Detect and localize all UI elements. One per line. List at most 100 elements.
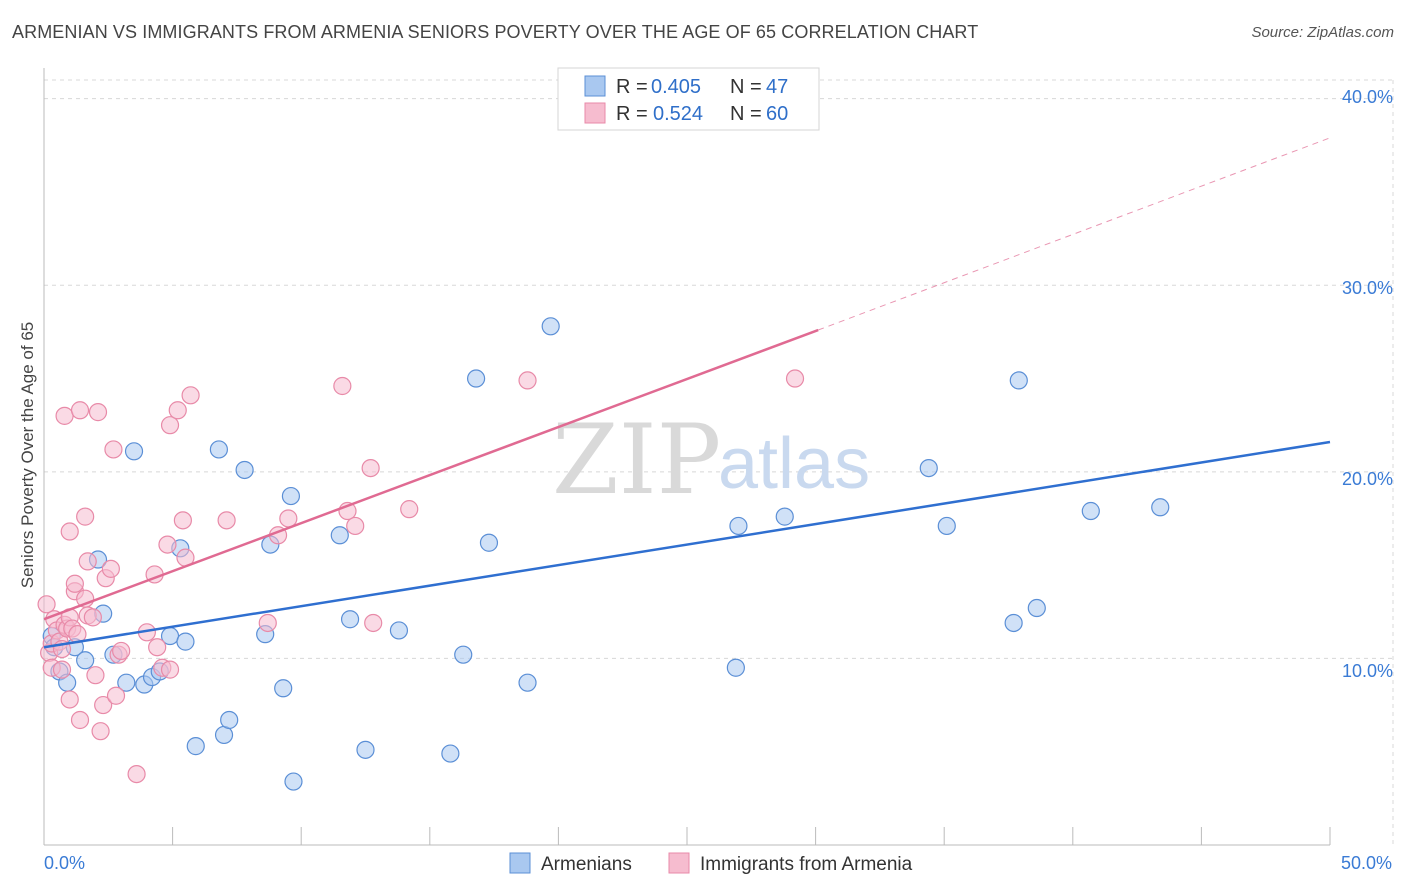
point-immigrants-10 — [55, 406, 74, 425]
legend-r-label-1: R = — [616, 76, 648, 98]
point-immigrants-42 — [160, 416, 180, 435]
bottom-legend-swatch-immigrants — [668, 852, 690, 874]
point-immigrants-29 — [94, 695, 113, 715]
watermark-atlas: atlas — [718, 424, 870, 504]
legend-n-value-immigrants: 60 — [766, 103, 788, 125]
point-immigrants-41 — [158, 535, 177, 554]
point-immigrants-20 — [70, 401, 90, 420]
point-armenians-29 — [356, 740, 375, 759]
point-immigrants-57 — [518, 371, 537, 390]
point-armenians-17 — [186, 737, 205, 756]
point-armenians-31 — [441, 744, 460, 763]
point-armenians-34 — [479, 533, 499, 552]
point-immigrants-43 — [168, 401, 187, 420]
y-axis-title: Seniors Poverty Over the Age of 65 — [18, 322, 37, 588]
point-immigrants-28 — [91, 722, 110, 741]
point-immigrants-55 — [364, 613, 383, 633]
point-immigrants-59 — [160, 660, 180, 679]
point-armenians-18 — [209, 440, 228, 459]
point-armenians-28 — [340, 610, 360, 629]
chart-title: ARMENIAN VS IMMIGRANTS FROM ARMENIA SENI… — [12, 22, 979, 42]
point-armenians-5 — [76, 651, 95, 670]
point-armenians-41 — [937, 516, 956, 536]
bottom-legend-immigrants: Immigrants from Armenia — [700, 854, 913, 875]
point-armenians-21 — [235, 460, 254, 480]
legend-n-value-armenians: 47 — [766, 76, 788, 98]
legend-r-label-2: R = — [616, 103, 648, 125]
trend-line-armenians — [43, 440, 1331, 649]
legend-r-value-armenians: 0.405 — [651, 76, 701, 98]
point-immigrants-31 — [101, 559, 120, 578]
point-immigrants-0 — [37, 595, 56, 614]
point-armenians-32 — [454, 645, 473, 664]
point-armenians-38 — [729, 516, 748, 536]
point-armenians-36 — [541, 317, 560, 336]
legend-swatch-armenians — [584, 75, 606, 97]
point-immigrants-56 — [400, 500, 419, 519]
point-armenians-35 — [518, 673, 537, 692]
bottom-legend: Armenians Immigrants from Armenia — [509, 852, 913, 875]
point-immigrants-33 — [106, 686, 126, 705]
point-immigrants-36 — [127, 764, 146, 784]
point-immigrants-17 — [65, 574, 84, 593]
y-tick-label-30: 30.0% — [1342, 278, 1393, 298]
trend-line-immigrants-extension — [817, 137, 1331, 331]
point-armenians-39 — [775, 507, 794, 526]
point-armenians-9 — [117, 673, 136, 692]
point-armenians-30 — [389, 621, 409, 640]
point-armenians-43 — [1009, 371, 1028, 390]
source-label: Source: ZipAtlas.com — [1251, 24, 1394, 41]
point-immigrants-22 — [76, 507, 95, 526]
point-immigrants-44 — [173, 511, 192, 530]
point-immigrants-32 — [104, 440, 123, 459]
axes — [43, 68, 1331, 846]
watermark: ZIP atlas — [552, 404, 870, 516]
point-immigrants-24 — [78, 552, 97, 571]
data-points — [37, 317, 1170, 791]
point-immigrants-8 — [52, 660, 72, 679]
point-immigrants-39 — [148, 638, 167, 657]
point-armenians-45 — [1081, 501, 1100, 521]
point-immigrants-46 — [181, 386, 200, 405]
point-armenians-40 — [919, 458, 938, 478]
x-tick-label-max: 50.0% — [1341, 853, 1392, 873]
y-tick-labels: 10.0% 20.0% 30.0% 40.0% — [1342, 87, 1393, 681]
trend-lines — [43, 137, 1331, 649]
point-armenians-20 — [220, 710, 239, 730]
point-armenians-46 — [1151, 498, 1170, 517]
point-armenians-26 — [284, 772, 303, 791]
y-tick-label-40: 40.0% — [1342, 87, 1393, 107]
point-immigrants-48 — [258, 613, 277, 633]
point-armenians-27 — [330, 526, 349, 545]
point-immigrants-53 — [346, 516, 365, 536]
y-tick-label-10: 10.0% — [1342, 661, 1393, 681]
point-armenians-44 — [1027, 598, 1046, 618]
point-immigrants-51 — [333, 376, 352, 396]
point-immigrants-35 — [112, 641, 131, 661]
point-armenians-24 — [274, 679, 293, 698]
point-immigrants-19 — [70, 710, 90, 730]
bottom-legend-swatch-armenians — [509, 852, 531, 874]
point-armenians-33 — [466, 369, 486, 388]
legend-r-value-immigrants: 0.524 — [653, 103, 703, 125]
point-armenians-25 — [281, 486, 301, 506]
point-armenians-10 — [124, 442, 144, 461]
trend-line-immigrants — [43, 328, 819, 621]
point-armenians-37 — [726, 658, 745, 677]
point-armenians-16 — [176, 632, 195, 651]
point-immigrants-47 — [217, 511, 236, 530]
point-immigrants-14 — [60, 522, 79, 541]
watermark-zip: ZIP — [552, 404, 721, 516]
point-immigrants-54 — [361, 458, 380, 478]
point-armenians-42 — [1004, 613, 1023, 633]
point-immigrants-58 — [785, 369, 805, 388]
point-immigrants-27 — [88, 403, 108, 422]
bottom-legend-armenians: Armenians — [541, 854, 632, 875]
point-immigrants-13 — [60, 690, 79, 709]
stats-legend: R = 0.405 N = 47 R = 0.524 N = 60 — [557, 67, 820, 131]
y-tick-label-20: 20.0% — [1342, 469, 1393, 489]
x-tick-label-min: 0.0% — [44, 853, 85, 873]
legend-swatch-immigrants — [584, 102, 606, 124]
point-immigrants-25 — [83, 608, 102, 627]
